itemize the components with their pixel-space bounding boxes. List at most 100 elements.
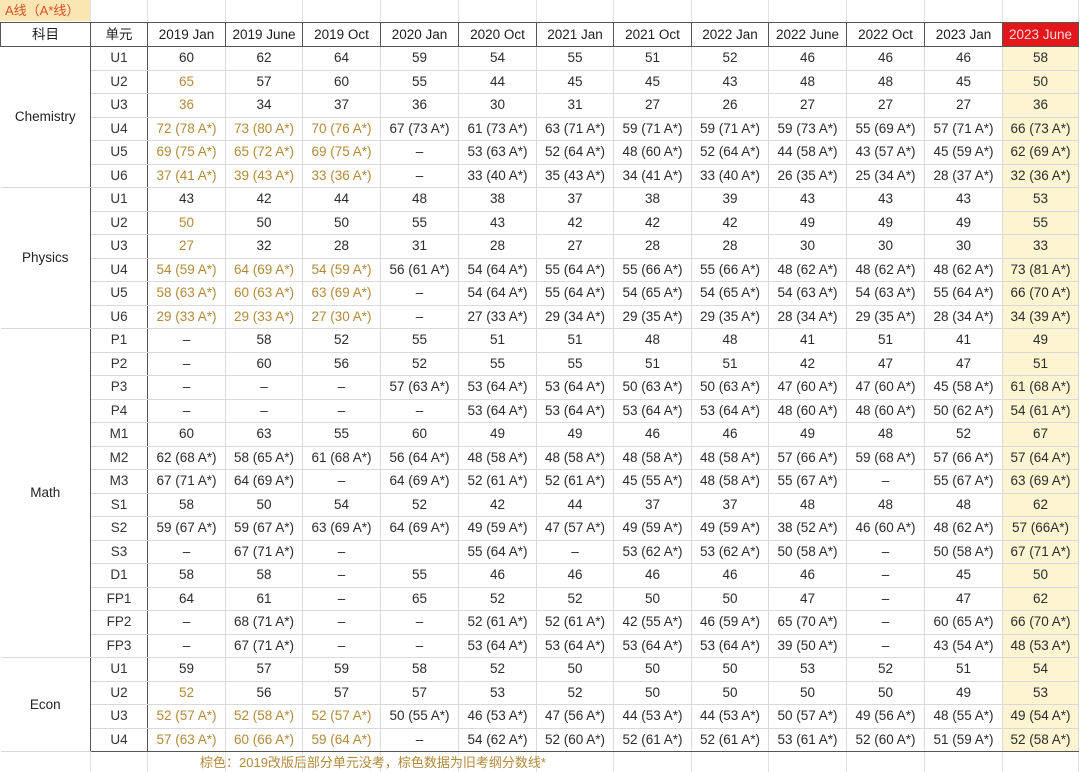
score-cell: 52 [536, 586, 614, 611]
score-cell: 64 (69 A*) [225, 257, 303, 282]
score-cell: 48 (60 A*) [613, 140, 692, 165]
score-cell: 53 [1002, 680, 1079, 705]
score-cell: 55 [1002, 210, 1079, 235]
score-cell: 54 (64 A*) [458, 281, 537, 306]
unit-label: U3 [90, 234, 148, 259]
score-cell: 35 (43 A*) [536, 163, 614, 188]
score-cell: 27 (33 A*) [458, 304, 537, 329]
score-cell: 36 [147, 93, 226, 118]
score-cell: 54 [302, 492, 381, 517]
header-session: 2023 June [1002, 22, 1079, 47]
subject-label: Econ [0, 657, 91, 752]
score-cell: 56 [225, 680, 303, 705]
score-cell: 27 [846, 93, 925, 118]
score-cell: 55 [536, 351, 614, 376]
score-cell: 58 [225, 563, 303, 588]
score-cell: 51 (59 A*) [924, 727, 1003, 752]
score-cell: 66 (73 A*) [1002, 116, 1079, 141]
score-cell: 48 (55 A*) [924, 704, 1003, 729]
score-cell: 53 (64 A*) [536, 375, 614, 400]
unit-label: D1 [90, 563, 148, 588]
subject-label: Chemistry [0, 46, 91, 188]
score-cell: 53 (64 A*) [613, 398, 692, 423]
score-cell: 50 [302, 210, 381, 235]
score-cell: 39 [691, 187, 769, 212]
score-cell: 31 [380, 234, 459, 259]
score-cell: 57 (63 A*) [380, 375, 459, 400]
score-cell: 45 (59 A*) [924, 140, 1003, 165]
score-cell: 46 [846, 46, 925, 71]
score-cell: 45 [924, 69, 1003, 94]
score-cell: 58 [225, 328, 303, 353]
score-cell: 49 (59 A*) [691, 516, 769, 541]
score-cell: 53 (62 A*) [613, 539, 692, 564]
unit-label: P4 [90, 398, 148, 423]
score-cell: 45 (58 A*) [924, 375, 1003, 400]
score-cell: 53 (64 A*) [613, 633, 692, 658]
table-row: U6 29 (33 A*) 29 (33 A*) 27 (30 A*) –27 (33 … [1, 304, 1079, 329]
score-cell: 65 (72 A*) [225, 140, 303, 165]
score-cell: 44 (53 A*) [613, 704, 692, 729]
score-cell: 34 (39 A*) [1002, 304, 1079, 329]
score-cell: 44 (53 A*) [691, 704, 769, 729]
score-cell: 52 (61 A*) [458, 469, 537, 494]
score-cell: 51 [613, 351, 692, 376]
header-unit: 单元 [90, 22, 148, 47]
table-row: Physics U1 43 42 44 48 38 37 38 39 43 43 43 53 [0, 187, 1079, 329]
score-cell: 50 [613, 586, 692, 611]
score-cell: – [302, 398, 381, 423]
score-cell: 48 (62 A*) [924, 257, 1003, 282]
score-cell: 55 (66 A*) [691, 257, 769, 282]
sheet-title: A线（A*线） [0, 0, 90, 21]
score-cell: 48 [846, 422, 925, 447]
score-cell: 50 [768, 680, 847, 705]
score-cell: 47 (60 A*) [768, 375, 847, 400]
score-cell: 28 [302, 234, 381, 259]
score-cell: 51 [536, 328, 614, 353]
score-cell: 45 (55 A*) [613, 469, 692, 494]
score-cell: 55 (67 A*) [768, 469, 847, 494]
score-cell: 50 [691, 680, 769, 705]
header-session: 2019 Oct [302, 22, 381, 47]
score-cell: 52 (57 A*) [302, 704, 381, 729]
score-cell: 50 (55 A*) [380, 704, 459, 729]
score-cell: 52 [924, 422, 1003, 447]
score-cell: 56 (61 A*) [380, 257, 459, 282]
table-row: U6 37 (41 A*) 39 (43 A*) 33 (36 A*) –33 (40 … [1, 163, 1079, 188]
score-cell: 28 (34 A*) [924, 304, 1003, 329]
score-cell: – [147, 398, 226, 423]
score-cell: 52 (57 A*) [147, 704, 226, 729]
score-cell: 34 (41 A*) [613, 163, 692, 188]
score-cell: 57 (63 A*) [147, 727, 226, 752]
score-cell: 49 [1002, 328, 1079, 353]
score-cell: 58 [1002, 46, 1079, 71]
score-cell: 49 [846, 210, 925, 235]
score-cell: 55 (66 A*) [613, 257, 692, 282]
score-cell: 61 (68 A*) [302, 445, 381, 470]
score-cell: 27 [613, 93, 692, 118]
score-cell: 61 (68 A*) [1002, 375, 1079, 400]
score-cell: 50 [225, 210, 303, 235]
score-cell: – [225, 398, 303, 423]
score-cell: 52 [380, 492, 459, 517]
score-cell: 53 [458, 680, 537, 705]
score-cell: 29 (35 A*) [613, 304, 692, 329]
score-cell: 55 (64 A*) [536, 281, 614, 306]
subject-label: Math [0, 328, 91, 658]
score-cell: 49 (54 A*) [1002, 704, 1079, 729]
score-cell: – [302, 610, 381, 635]
score-cell: 48 [846, 69, 925, 94]
header-session: 2022 Oct [846, 22, 925, 47]
score-cell: 42 (55 A*) [613, 610, 692, 635]
table-row: M1 60 63 55 60 49 49 46 46 49 48 52 67 [1, 422, 1079, 447]
score-cell: 57 (64 A*) [1002, 445, 1079, 470]
score-cell: 29 (33 A*) [225, 304, 303, 329]
score-cell: 30 [458, 93, 537, 118]
score-cell: 52 [302, 328, 381, 353]
score-cell: 43 [458, 210, 537, 235]
table-row: FP3–67 (71 A*) – –53 (64 A*) 53 (64 A*) 53 (… [1, 633, 1079, 658]
score-cell: 52 (58 A*) [225, 704, 303, 729]
score-cell: 46 [924, 46, 1003, 71]
table-row: S1 58 50 54 52 42 44 37 37 48 48 48 62 [1, 492, 1079, 517]
table-row: U3 36 34 37 36 30 31 27 26 27 27 27 36 [1, 93, 1079, 118]
